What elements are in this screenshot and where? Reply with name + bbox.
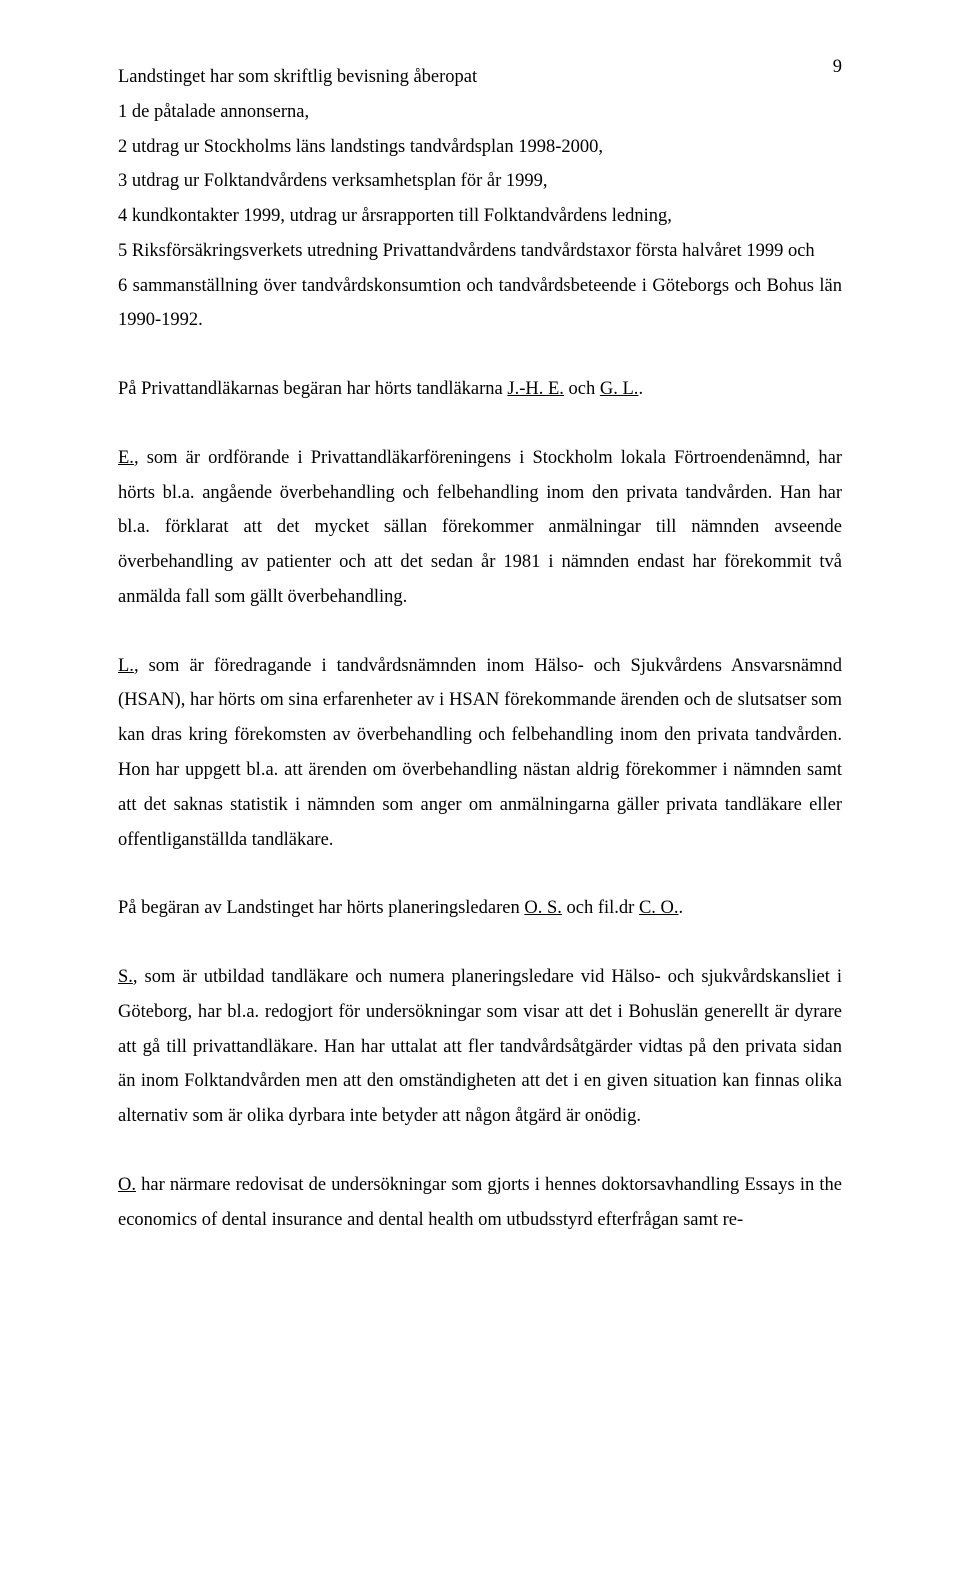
list-item: 2 utdrag ur Stockholms läns landstings t…	[118, 130, 842, 165]
person-name: C. O.	[639, 898, 679, 918]
list-item: 5 Riksförsäkringsverkets utredning Priva…	[118, 234, 842, 269]
person-name: G. L.	[600, 379, 639, 399]
page-number: 9	[833, 50, 842, 85]
person-name: E.	[118, 448, 134, 468]
list-intro: Landstinget har som skriftlig bevisning …	[118, 60, 842, 95]
paragraph-e: E., som är ordförande i Privattandläkarf…	[118, 441, 842, 615]
text: På Privattandläkarnas begäran har hörts …	[118, 379, 507, 399]
person-name: J.-H. E.	[507, 379, 564, 399]
person-name: S.	[118, 967, 133, 987]
text: På begäran av Landstinget har hörts plan…	[118, 898, 524, 918]
text: har närmare redovisat de undersökningar …	[118, 1175, 842, 1230]
evidence-list: Landstinget har som skriftlig bevisning …	[118, 60, 842, 338]
document-page: 9 Landstinget har som skriftlig bevisnin…	[0, 0, 960, 1582]
person-name: O.	[118, 1175, 136, 1195]
list-item: 3 utdrag ur Folktandvårdens verksamhetsp…	[118, 164, 842, 199]
list-item: 6 sammanställning över tandvårdskonsumti…	[118, 269, 842, 339]
text: .	[679, 898, 684, 918]
paragraph-l: L., som är föredragande i tandvårdsnämnd…	[118, 649, 842, 858]
text: och	[564, 379, 600, 399]
text: .	[638, 379, 643, 399]
list-item: 4 kundkontakter 1999, utdrag ur årsrappo…	[118, 199, 842, 234]
paragraph-s: S., som är utbildad tandläkare och numer…	[118, 960, 842, 1134]
paragraph-begaran: På begäran av Landstinget har hörts plan…	[118, 891, 842, 926]
paragraph-horts: På Privattandläkarnas begäran har hörts …	[118, 372, 842, 407]
text: , som är utbildad tandläkare och numera …	[118, 967, 842, 1126]
text: och fil.dr	[562, 898, 639, 918]
list-item: 1 de påtalade annonserna,	[118, 95, 842, 130]
text: , som är ordförande i Privattandläkarför…	[118, 448, 842, 607]
text: , som är föredragande i tandvårdsnämnden…	[118, 656, 842, 850]
person-name: L.	[118, 656, 134, 676]
person-name: O. S.	[524, 898, 562, 918]
paragraph-o: O. har närmare redovisat de undersökning…	[118, 1168, 842, 1238]
